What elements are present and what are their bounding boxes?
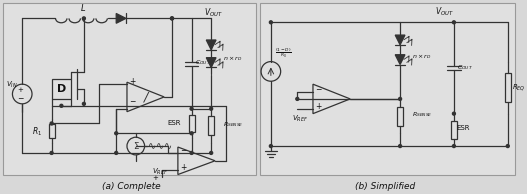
Text: D: D [57, 84, 66, 94]
Text: $C_{OUT}$: $C_{OUT}$ [457, 63, 473, 72]
Circle shape [50, 152, 53, 154]
Circle shape [210, 107, 212, 110]
Bar [397, 107, 403, 126]
Text: $V_{REF}$: $V_{REF}$ [152, 167, 169, 177]
Text: $R_{EQ}$: $R_{EQ}$ [512, 82, 525, 93]
Polygon shape [206, 58, 216, 68]
Polygon shape [395, 35, 405, 45]
Text: $R_{SENSE}$: $R_{SENSE}$ [223, 120, 243, 129]
Bar [48, 124, 54, 138]
Bar [189, 115, 194, 132]
Circle shape [190, 132, 193, 135]
Text: $V_{REF}$: $V_{REF}$ [292, 113, 308, 124]
Text: ESR: ESR [457, 125, 471, 131]
Text: $R_{SENSE}$: $R_{SENSE}$ [412, 111, 433, 120]
Text: $n\times r_D$: $n\times r_D$ [223, 54, 242, 62]
Text: $\frac{(1-D)}{R_0}$: $\frac{(1-D)}{R_0}$ [275, 46, 292, 60]
Text: L: L [81, 4, 85, 14]
Circle shape [453, 145, 455, 147]
Bar [52, 79, 71, 99]
Text: $V_{OUT}$: $V_{OUT}$ [435, 5, 454, 18]
Circle shape [82, 17, 85, 20]
Bar [451, 121, 457, 139]
Text: −: − [180, 146, 186, 155]
Text: −: − [315, 85, 321, 94]
Text: $V_{IN}$: $V_{IN}$ [6, 80, 17, 90]
Circle shape [398, 97, 402, 100]
Text: −: − [17, 94, 24, 103]
Circle shape [398, 145, 402, 147]
Text: −: − [129, 97, 135, 106]
Text: /: / [143, 90, 148, 103]
Circle shape [115, 152, 118, 154]
Text: $V_{OUT}$: $V_{OUT}$ [204, 6, 223, 19]
Text: +: + [129, 77, 135, 86]
Text: Σ: Σ [133, 142, 139, 151]
Polygon shape [395, 55, 405, 65]
Circle shape [115, 132, 118, 135]
Text: +: + [180, 163, 186, 172]
Text: $C_{OUT}$: $C_{OUT}$ [194, 59, 210, 68]
Circle shape [210, 152, 212, 154]
Polygon shape [206, 40, 216, 50]
Bar [260, 3, 515, 175]
Text: +: + [152, 175, 158, 181]
Circle shape [171, 17, 173, 20]
Circle shape [269, 21, 272, 24]
Circle shape [60, 104, 63, 107]
Circle shape [296, 97, 299, 100]
Text: $\mathregular{∿∿∿}$: $\mathregular{∿∿∿}$ [147, 141, 172, 151]
Text: (b) Simplified: (b) Simplified [355, 182, 415, 191]
Bar [3, 3, 256, 175]
Text: $R_1$: $R_1$ [32, 125, 42, 138]
Circle shape [506, 145, 509, 147]
Circle shape [269, 145, 272, 147]
Bar [505, 73, 511, 102]
Text: (a) Complete: (a) Complete [102, 182, 160, 191]
Circle shape [453, 21, 455, 24]
Circle shape [190, 107, 193, 110]
Circle shape [171, 17, 173, 20]
Polygon shape [116, 13, 126, 23]
Circle shape [453, 112, 455, 115]
Text: ESR: ESR [167, 120, 181, 126]
Text: +: + [17, 87, 23, 93]
Circle shape [50, 122, 53, 125]
Circle shape [82, 102, 85, 105]
Text: $n\times r_D$: $n\times r_D$ [412, 52, 431, 61]
Bar [208, 116, 214, 135]
Text: +: + [315, 102, 321, 111]
Circle shape [190, 152, 193, 154]
